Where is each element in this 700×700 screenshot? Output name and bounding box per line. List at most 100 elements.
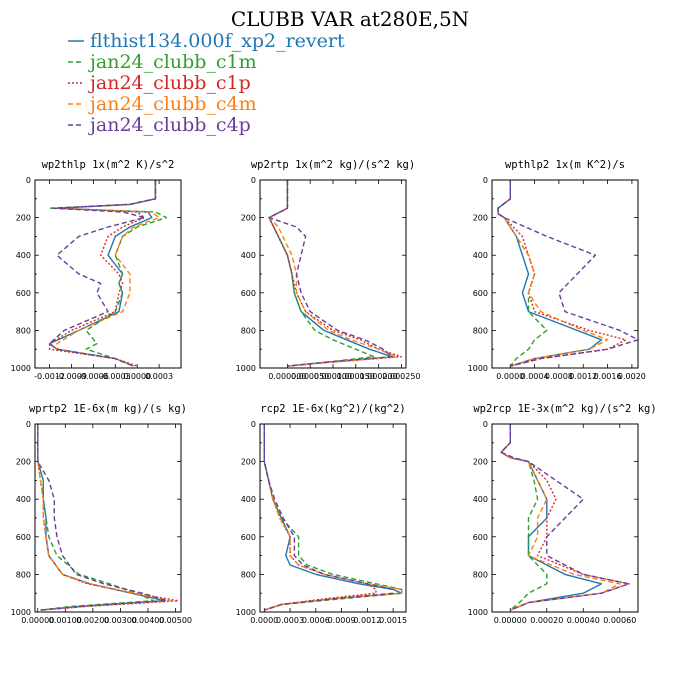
plot-frame	[491, 179, 639, 369]
series-line	[268, 180, 403, 367]
y-tick-label: 400	[473, 495, 488, 504]
panel-title: wpthlp2 1x(m K^2)/s	[505, 159, 625, 171]
y-tick-label: 400	[241, 251, 256, 260]
series-line	[497, 180, 609, 367]
chart-panel: wp2rcp 1E-3x(m^2 kg)/(s^2 kg) 0 200 400 600 8…	[468, 403, 657, 625]
series-line	[500, 424, 603, 611]
y-tick-label: 600	[16, 533, 31, 542]
y-tick-label: 200	[241, 214, 256, 223]
series-line	[263, 424, 403, 611]
y-tick-label: 400	[473, 251, 488, 260]
x-tick-label: 0.0015	[379, 616, 407, 625]
y-tick-label: 800	[473, 326, 488, 335]
series-line	[48, 180, 157, 367]
y-tick-label: 0	[26, 176, 31, 185]
series-group	[500, 424, 630, 611]
chart-panel: wpthlp2 1x(m K^2)/s 0 200 400 600 800 1000 0.00…	[468, 159, 646, 381]
y-tick-label: 400	[16, 495, 31, 504]
y-tick-label: 200	[241, 458, 256, 467]
series-group	[263, 424, 403, 611]
x-tick-label: 0.0006	[302, 616, 330, 625]
legend-item: jan24_clubb_c4m	[68, 93, 257, 115]
x-tick-label: -0.0009	[56, 372, 87, 381]
x-tick-label: 0.0020	[618, 372, 646, 381]
y-tick-label: 800	[16, 326, 31, 335]
y-tick-label: 600	[241, 533, 256, 542]
legend-label: flthist134.000f_xp2_revert	[90, 30, 345, 52]
y-tick-label: 800	[241, 570, 256, 579]
y-tick-label: 800	[473, 570, 488, 579]
legend: flthist134.000f_xp2_revert jan24_clubb_c1…	[68, 30, 345, 136]
series-line	[37, 424, 168, 611]
series-line	[37, 424, 179, 611]
y-tick-label: 800	[241, 326, 256, 335]
x-tick-label: 0.00000	[21, 616, 54, 625]
x-tick-label: 0.000200	[360, 372, 398, 381]
series-line	[263, 424, 394, 611]
series-line	[263, 424, 403, 611]
x-tick-label: 0.000250	[382, 372, 420, 381]
y-tick-label: 0	[483, 420, 488, 429]
x-tick-label: -0.0006	[78, 372, 109, 381]
y-tick-label: 800	[16, 570, 31, 579]
x-tick-label: 0.00200	[76, 616, 109, 625]
y-tick-label: 1000	[236, 608, 256, 617]
y-tick-label: 200	[473, 458, 488, 467]
x-tick-label: 0.00000	[494, 616, 527, 625]
x-tick-label: 0.0003	[276, 616, 304, 625]
series-line	[37, 424, 155, 611]
x-tick-label: 0.0009	[328, 616, 356, 625]
y-tick-label: 600	[241, 289, 256, 298]
y-tick-label: 200	[473, 214, 488, 223]
x-tick-label: -0.0012	[34, 372, 65, 381]
figure-title: CLUBB VAR at280E,5N	[231, 7, 469, 31]
y-tick-label: 0	[483, 176, 488, 185]
series-group	[48, 180, 168, 367]
x-tick-label: 0.0004	[521, 372, 549, 381]
y-tick-label: 200	[16, 214, 31, 223]
legend-item: flthist134.000f_xp2_revert	[68, 30, 345, 52]
legend-item: jan24_clubb_c4p	[68, 114, 251, 136]
y-tick-label: 200	[16, 458, 31, 467]
plot-frame	[491, 423, 639, 613]
x-tick-label: 0.0000	[250, 616, 278, 625]
series-line	[497, 180, 627, 367]
series-line	[268, 180, 398, 367]
panel-title: wprtp2 1E-6x(m kg)/(s kg)	[29, 403, 187, 415]
legend-label: jan24_clubb_c4p	[88, 114, 251, 136]
y-tick-label: 600	[473, 533, 488, 542]
series-line	[497, 180, 548, 367]
chart-panel: wp2rtp 1x(m^2 kg)/(s^2 kg) 0 200 400 600 800 1…	[236, 159, 421, 381]
y-tick-label: 1000	[11, 364, 31, 373]
x-tick-label: 0.00500	[159, 616, 192, 625]
y-tick-label: 400	[241, 495, 256, 504]
y-tick-label: 0	[251, 176, 256, 185]
panel-title: wp2rcp 1E-3x(m^2 kg)/(s^2 kg)	[473, 403, 656, 415]
legend-item: jan24_clubb_c1p	[68, 72, 251, 94]
series-line	[37, 424, 171, 611]
x-tick-label: -0.0003	[100, 372, 131, 381]
series-line	[268, 180, 393, 367]
chart-panel: rcp2 1E-6x(kg^2)/(kg^2) 0 200 400 600 800 1000…	[236, 403, 407, 625]
plot-frame	[34, 423, 182, 613]
chart-panel: wprtp2 1E-6x(m kg)/(s kg) 0 200 400 600 800 10…	[11, 403, 192, 625]
x-tick-label: 0.0003	[145, 372, 173, 381]
series-line	[497, 180, 603, 367]
plot-frame	[259, 179, 407, 369]
x-tick-label: 0.00020	[530, 616, 563, 625]
x-tick-label: 0.00100	[49, 616, 82, 625]
series-line	[48, 180, 168, 367]
series-line	[500, 424, 548, 611]
x-tick-label: 0.0012	[569, 372, 597, 381]
series-group	[37, 424, 179, 611]
y-tick-label: 1000	[236, 364, 256, 373]
series-line	[497, 180, 638, 367]
legend-label: jan24_clubb_c4m	[88, 93, 257, 115]
x-tick-label: 0.000100	[314, 372, 352, 381]
legend-label: jan24_clubb_c1p	[88, 72, 251, 94]
x-tick-label: 0.0012	[353, 616, 381, 625]
x-tick-label: 0.0008	[545, 372, 573, 381]
x-tick-label: 0.0000	[496, 372, 524, 381]
x-tick-label: 0.00400	[131, 616, 164, 625]
